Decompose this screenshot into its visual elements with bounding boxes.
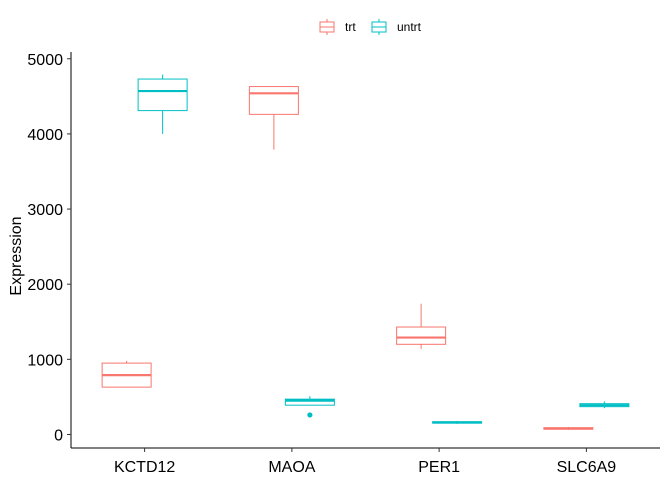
y-axis-title: Expression bbox=[8, 216, 25, 295]
box-trt-KCTD12 bbox=[101, 360, 152, 388]
legend-item-untrt: untrt bbox=[371, 19, 422, 35]
plot-area bbox=[101, 74, 630, 430]
box-untrt-PER1 bbox=[432, 420, 483, 424]
y-tick-label: 4000 bbox=[27, 127, 63, 144]
y-tick-label: 0 bbox=[54, 427, 63, 444]
y-tick-label: 3000 bbox=[27, 202, 63, 219]
box-untrt-MAOA bbox=[284, 396, 335, 418]
box-iqr bbox=[284, 398, 335, 406]
x-tick-label: KCTD12 bbox=[114, 459, 175, 476]
box-iqr bbox=[248, 86, 299, 115]
legend-label: untrt bbox=[397, 20, 422, 34]
axes: 0 1000 2000 3000 4000 5000 KCTD12 MAOA PER1 SLC6A… bbox=[27, 52, 660, 476]
box-untrt-KCTD12 bbox=[137, 74, 188, 134]
x-tick-label: PER1 bbox=[418, 459, 460, 476]
y-tick-label: 2000 bbox=[27, 277, 63, 294]
y-tick-label: 1000 bbox=[27, 352, 63, 369]
box-iqr bbox=[137, 78, 188, 112]
box-iqr bbox=[396, 326, 447, 345]
x-tick-label: MAOA bbox=[268, 459, 315, 476]
outlier-point bbox=[307, 412, 313, 418]
box-trt-MAOA bbox=[248, 86, 299, 150]
box-untrt-SLC6A9 bbox=[579, 401, 630, 409]
x-tick-label: SLC6A9 bbox=[557, 459, 617, 476]
y-tick-label: 5000 bbox=[27, 52, 63, 69]
box-trt-SLC6A9 bbox=[543, 426, 594, 430]
box-trt-PER1 bbox=[396, 303, 447, 349]
legend-label: trt bbox=[345, 20, 356, 34]
legend-item-trt: trt bbox=[319, 19, 356, 35]
legend: trt untrt bbox=[319, 19, 422, 35]
